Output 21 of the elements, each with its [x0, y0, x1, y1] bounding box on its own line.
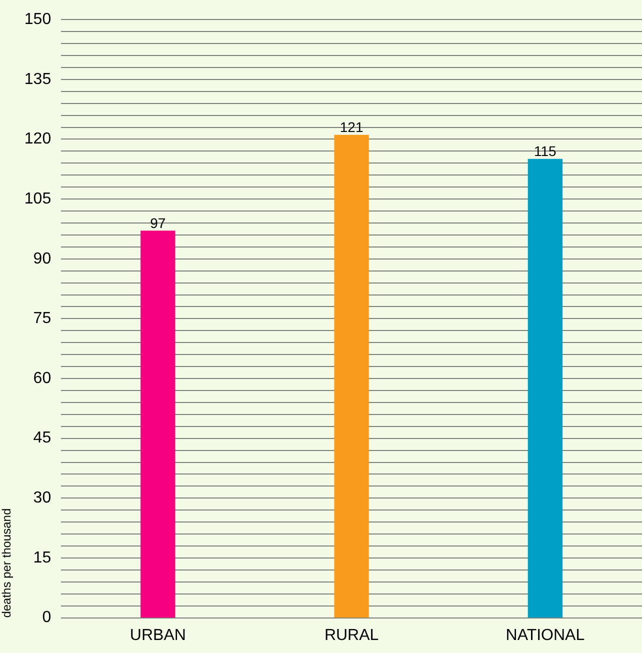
data-label: 121: [340, 119, 364, 136]
data-label: 97: [150, 214, 166, 231]
y-tick-label: 90: [33, 250, 52, 268]
data-label: 115: [534, 143, 557, 160]
y-tick-label: 30: [33, 490, 52, 507]
y-tick-label: 60: [33, 370, 52, 387]
y-tick-label: 105: [24, 190, 52, 208]
y-tick-label: 0: [42, 609, 52, 626]
x-tick-label: NATIONAL: [506, 626, 585, 644]
y-axis-title: deaths per thousand: [0, 508, 14, 618]
x-tick-label: URBAN: [130, 626, 186, 644]
y-tick-label: 45: [33, 430, 52, 447]
x-tick-label: RURAL: [324, 626, 379, 644]
y-tick-label: 15: [33, 549, 52, 566]
y-tick-label: 120: [24, 130, 52, 148]
y-tick-label: 135: [24, 70, 52, 88]
bar: [140, 230, 176, 618]
y-tick-label: 75: [33, 310, 52, 328]
y-tick-label: 150: [24, 11, 52, 28]
bar: [334, 134, 369, 618]
bar: [528, 158, 563, 618]
